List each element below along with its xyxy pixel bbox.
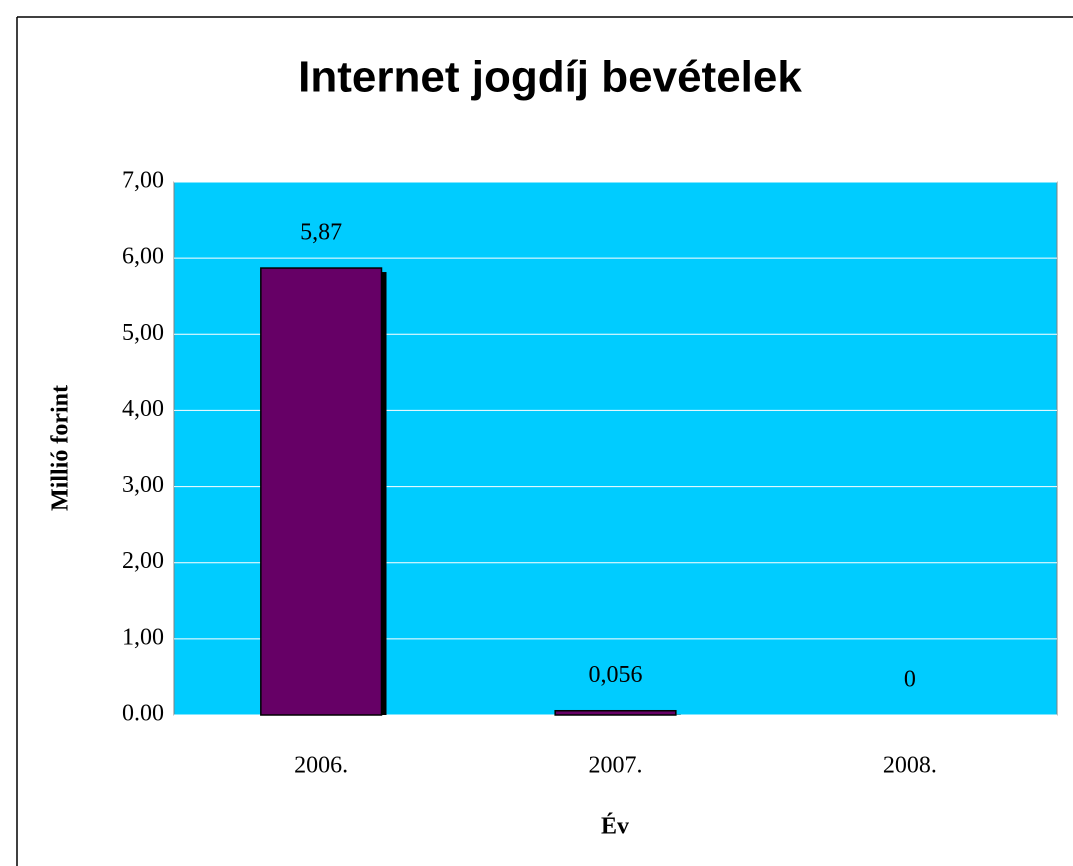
y-tick-label: 0.00 — [122, 701, 164, 727]
y-tick-label: 2,00 — [122, 548, 164, 574]
x-tick-label: 2008. — [883, 753, 937, 779]
y-tick-label: 7,00 — [122, 168, 164, 194]
x-tick-label: 2007. — [589, 753, 643, 779]
data-label: 0,056 — [589, 662, 643, 688]
y-tick-label: 4,00 — [122, 396, 164, 422]
y-axis-label: Millió forint — [48, 385, 74, 511]
x-axis-label: Év — [601, 814, 629, 840]
y-tick-label: 3,00 — [122, 472, 164, 498]
chart-title: Internet jogdíj bevételek — [298, 53, 802, 102]
data-label: 5,87 — [300, 220, 342, 246]
y-tick-label: 1,00 — [122, 624, 164, 650]
bar — [554, 709, 677, 716]
data-label: 0 — [904, 667, 916, 693]
bar — [260, 267, 383, 716]
y-tick-label: 6,00 — [122, 244, 164, 270]
x-tick-label: 2006. — [294, 753, 348, 779]
y-tick-label: 5,00 — [122, 320, 164, 346]
